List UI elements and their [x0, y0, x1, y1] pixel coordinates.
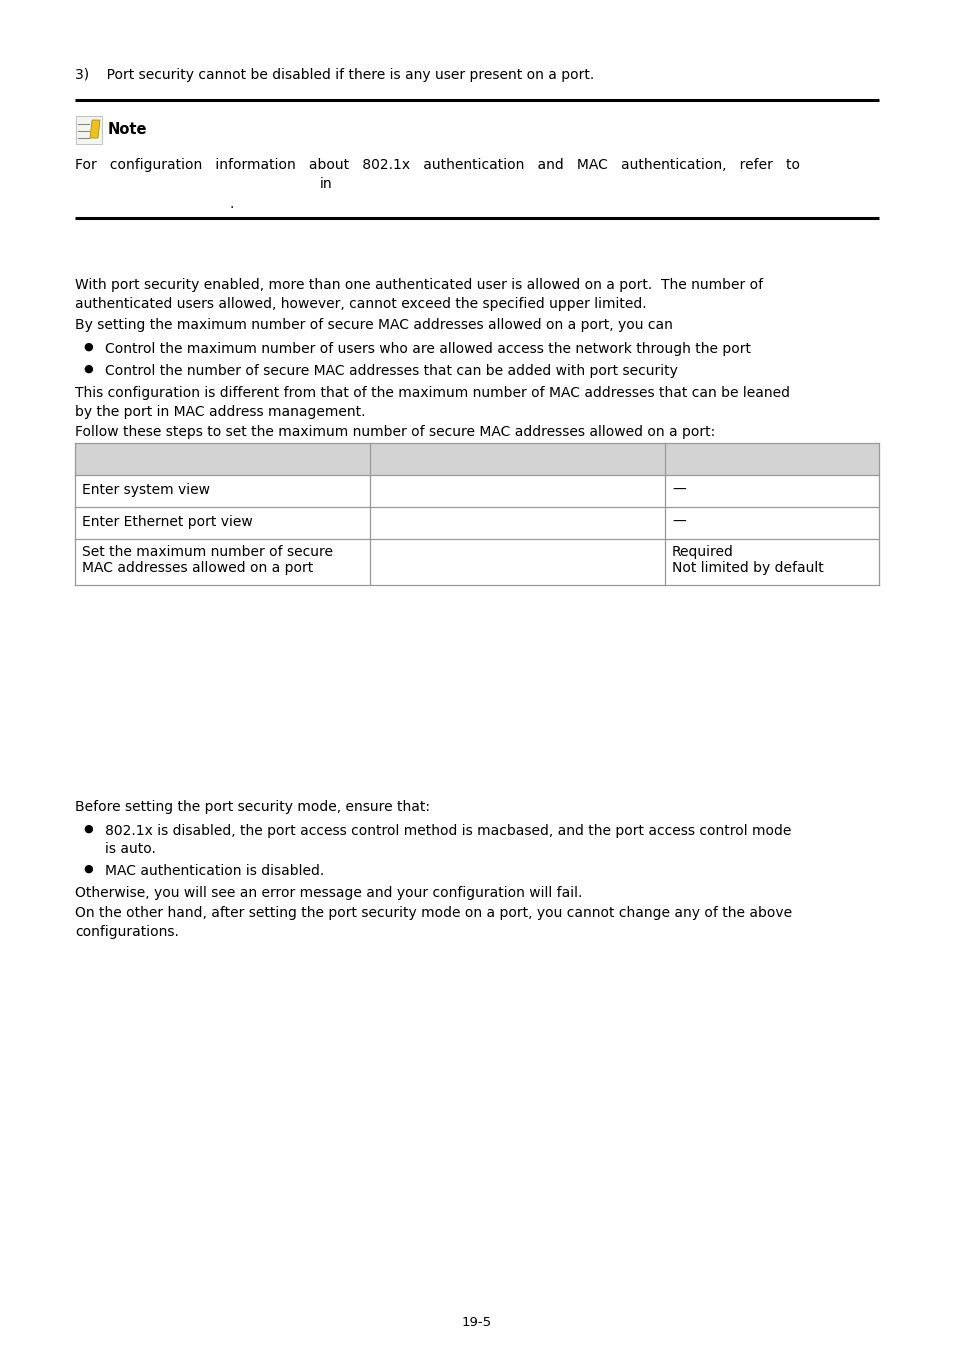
Text: ●: ●	[83, 864, 92, 873]
Text: Before setting the port security mode, ensure that:: Before setting the port security mode, e…	[75, 801, 430, 814]
Text: ●: ●	[83, 824, 92, 834]
Text: Follow these steps to set the maximum number of secure MAC addresses allowed on : Follow these steps to set the maximum nu…	[75, 425, 715, 439]
Text: is auto.: is auto.	[105, 842, 155, 856]
Text: ●: ●	[83, 342, 92, 352]
Text: Control the number of secure MAC addresses that can be added with port security: Control the number of secure MAC address…	[105, 364, 678, 378]
Bar	[75, 443, 370, 475]
Text: 19-5: 19-5	[461, 1316, 492, 1328]
Text: Enter Ethernet port view: Enter Ethernet port view	[82, 514, 253, 529]
Bar	[76, 116, 102, 144]
Text: This configuration is different from that of the maximum number of MAC addresses: This configuration is different from tha…	[75, 386, 789, 400]
Text: On the other hand, after setting the port security mode on a port, you cannot ch: On the other hand, after setting the por…	[75, 906, 791, 919]
Text: Note: Note	[108, 122, 148, 136]
Polygon shape	[90, 120, 100, 138]
Text: authenticated users allowed, however, cannot exceed the specified upper limited.: authenticated users allowed, however, ca…	[75, 297, 646, 310]
Text: —: —	[671, 483, 685, 497]
Bar	[370, 443, 664, 475]
Text: Set the maximum number of secure: Set the maximum number of secure	[82, 545, 333, 559]
Text: With port security enabled, more than one authenticated user is allowed on a por: With port security enabled, more than on…	[75, 278, 762, 292]
Text: For   configuration   information   about   802.1x   authentication   and   MAC : For configuration information about 802.…	[75, 158, 800, 171]
Text: MAC authentication is disabled.: MAC authentication is disabled.	[105, 864, 324, 878]
Text: —: —	[671, 514, 685, 529]
Bar	[664, 443, 878, 475]
Text: .: .	[230, 197, 234, 211]
Text: Enter system view: Enter system view	[82, 483, 210, 497]
Text: in: in	[319, 177, 333, 190]
Text: 802.1x is disabled, the port access control method is macbased, and the port acc: 802.1x is disabled, the port access cont…	[105, 824, 791, 838]
Text: configurations.: configurations.	[75, 925, 179, 940]
Text: By setting the maximum number of secure MAC addresses allowed on a port, you can: By setting the maximum number of secure …	[75, 319, 672, 332]
Text: Control the maximum number of users who are allowed access the network through t: Control the maximum number of users who …	[105, 342, 750, 356]
Text: Not limited by default: Not limited by default	[671, 562, 822, 575]
Text: 3)    Port security cannot be disabled if there is any user present on a port.: 3) Port security cannot be disabled if t…	[75, 68, 594, 82]
Text: Required: Required	[671, 545, 733, 559]
Text: MAC addresses allowed on a port: MAC addresses allowed on a port	[82, 562, 313, 575]
Text: Otherwise, you will see an error message and your configuration will fail.: Otherwise, you will see an error message…	[75, 886, 581, 900]
Text: ●: ●	[83, 364, 92, 374]
Text: by the port in MAC address management.: by the port in MAC address management.	[75, 405, 365, 418]
